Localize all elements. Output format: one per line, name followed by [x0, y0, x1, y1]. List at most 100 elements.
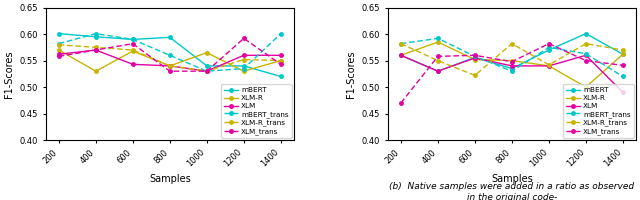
XLM-R — [129, 50, 137, 52]
XLM-R — [92, 70, 100, 72]
XLM_trans — [545, 42, 553, 45]
Y-axis label: F1-Scores: F1-Scores — [346, 50, 356, 98]
XLM_trans — [203, 70, 211, 72]
XLM — [582, 54, 589, 57]
mBERT — [508, 67, 516, 70]
Legend: mBERT, XLM-R, XLM, mBERT_trans, XLM-R_trans, XLM_trans: mBERT, XLM-R, XLM, mBERT_trans, XLM-R_tr… — [563, 84, 634, 138]
Line: XLM_trans: XLM_trans — [399, 42, 625, 105]
mBERT_trans — [277, 32, 285, 35]
XLM-R — [55, 49, 63, 51]
XLM — [397, 54, 404, 57]
mBERT — [277, 75, 285, 78]
XLM_trans — [619, 64, 627, 67]
mBERT — [582, 32, 589, 35]
Line: mBERT: mBERT — [57, 32, 282, 78]
XLM — [277, 54, 285, 57]
Title: (b)  Native samples were added in a ratio as observed in the original code-
mixe: (b) Native samples were added in a ratio… — [389, 182, 634, 200]
XLM-R_trans — [434, 59, 442, 62]
XLM-R — [434, 41, 442, 43]
XLM_trans — [166, 70, 173, 72]
XLM — [471, 57, 479, 59]
Line: mBERT_trans: mBERT_trans — [57, 32, 282, 73]
mBERT — [545, 49, 553, 51]
XLM_trans — [471, 54, 479, 57]
XLM_trans — [397, 102, 404, 104]
XLM — [545, 65, 553, 67]
XLM_trans — [277, 63, 285, 66]
mBERT_trans — [508, 70, 516, 72]
mBERT_trans — [397, 42, 404, 45]
Line: XLM: XLM — [57, 48, 282, 73]
Line: mBERT: mBERT — [399, 32, 625, 73]
XLM-R_trans — [619, 49, 627, 51]
X-axis label: Samples: Samples — [149, 174, 191, 184]
mBERT_trans — [434, 37, 442, 40]
XLM-R — [203, 51, 211, 54]
XLM-R — [166, 65, 173, 67]
XLM-R_trans — [92, 46, 100, 49]
XLM — [55, 53, 63, 55]
mBERT — [471, 56, 479, 59]
Line: XLM_trans: XLM_trans — [57, 37, 282, 73]
XLM — [166, 65, 173, 67]
XLM-R — [240, 70, 248, 72]
XLM — [434, 70, 442, 72]
mBERT_trans — [582, 53, 589, 55]
XLM_trans — [92, 49, 100, 51]
mBERT_trans — [203, 70, 211, 72]
mBERT — [240, 65, 248, 67]
XLM_trans — [129, 42, 137, 45]
mBERT_trans — [545, 46, 553, 49]
mBERT_trans — [619, 75, 627, 78]
Legend: mBERT, XLM-R, XLM, mBERT_trans, XLM-R_trans, XLM_trans: mBERT, XLM-R, XLM, mBERT_trans, XLM-R_tr… — [221, 84, 292, 138]
XLM — [203, 70, 211, 72]
Line: XLM: XLM — [399, 54, 625, 94]
XLM-R_trans — [545, 64, 553, 66]
XLM-R — [471, 58, 479, 61]
XLM-R — [277, 59, 285, 62]
XLM-R_trans — [582, 42, 589, 45]
mBERT_trans — [92, 32, 100, 35]
XLM_trans — [582, 59, 589, 62]
Line: XLM-R: XLM-R — [57, 48, 282, 73]
XLM-R_trans — [203, 70, 211, 72]
Y-axis label: F1-Scores: F1-Scores — [4, 50, 14, 98]
mBERT — [203, 65, 211, 67]
mBERT_trans — [129, 38, 137, 41]
XLM-R — [582, 86, 589, 88]
XLM-R — [545, 65, 553, 67]
mBERT — [619, 53, 627, 55]
Line: XLM-R_trans: XLM-R_trans — [399, 42, 625, 77]
XLM-R — [508, 59, 516, 62]
XLM-R_trans — [166, 65, 173, 67]
XLM — [129, 63, 137, 66]
XLM-R_trans — [508, 42, 516, 45]
mBERT_trans — [240, 67, 248, 70]
mBERT — [129, 38, 137, 41]
XLM — [240, 54, 248, 57]
Line: mBERT_trans: mBERT_trans — [399, 37, 625, 78]
Line: XLM-R_trans: XLM-R_trans — [57, 43, 282, 73]
XLM-R_trans — [240, 58, 248, 61]
mBERT_trans — [471, 55, 479, 58]
XLM_trans — [508, 60, 516, 63]
Line: XLM-R: XLM-R — [399, 40, 625, 89]
mBERT — [397, 54, 404, 57]
XLM-R_trans — [397, 42, 404, 45]
mBERT — [55, 32, 63, 35]
XLM-R_trans — [277, 59, 285, 62]
XLM — [92, 49, 100, 51]
X-axis label: Samples: Samples — [491, 174, 532, 184]
XLM-R — [619, 53, 627, 55]
XLM-R_trans — [471, 74, 479, 77]
XLM_trans — [240, 37, 248, 40]
XLM_trans — [434, 55, 442, 58]
XLM_trans — [55, 55, 63, 58]
mBERT — [92, 36, 100, 38]
XLM-R_trans — [55, 44, 63, 46]
mBERT_trans — [166, 54, 173, 57]
mBERT — [434, 70, 442, 72]
XLM-R — [397, 54, 404, 57]
XLM — [619, 91, 627, 94]
XLM — [508, 65, 516, 67]
